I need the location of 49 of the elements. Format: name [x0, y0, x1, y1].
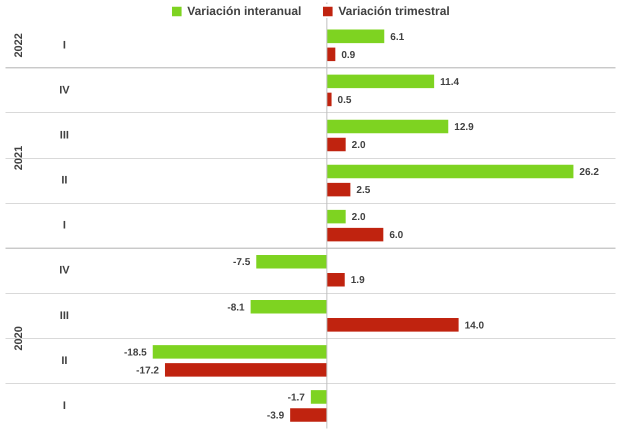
y-tick-label: I [62, 400, 66, 412]
bar [326, 74, 434, 88]
y-tick-label: I [62, 220, 66, 232]
data-label: -3.9 [266, 410, 285, 422]
bar [326, 182, 350, 196]
bar [326, 138, 346, 152]
legend-label: Variación interanual [187, 4, 302, 18]
data-label: -18.5 [124, 347, 148, 358]
y-tick-label: II [61, 354, 68, 367]
data-label: 14.0 [464, 320, 485, 332]
data-label: 1.9 [350, 275, 366, 286]
data-label: -7.5 [233, 257, 251, 268]
data-label: 0.5 [338, 94, 352, 106]
text: 2020 [13, 326, 26, 351]
data-label: -8.1 [227, 302, 246, 314]
data-label: 26.2 [579, 167, 600, 178]
y-tick-label: II [61, 174, 68, 187]
y-tick-label: III [60, 310, 69, 322]
bar [326, 210, 346, 224]
text: 2021 [13, 146, 26, 170]
data-label: -17.2 [136, 365, 160, 376]
bar [256, 254, 327, 268]
data-label: 0.9 [341, 50, 356, 61]
data-label: 12.9 [454, 122, 474, 133]
bar [310, 390, 327, 404]
legend-label: Variación trimestral [338, 4, 450, 18]
bar [326, 48, 336, 62]
bar [326, 164, 574, 178]
data-label: -1.7 [288, 392, 306, 404]
text: 2022 [13, 33, 26, 58]
bar [164, 363, 327, 377]
bar [326, 228, 384, 242]
bar [250, 300, 327, 314]
data-label: 2.0 [352, 140, 366, 151]
bar [326, 318, 459, 332]
data-label: 2.0 [352, 212, 366, 224]
data-label: 11.4 [440, 76, 460, 88]
bar [326, 272, 345, 286]
bar [290, 408, 327, 422]
data-label: 6.1 [390, 32, 405, 43]
data-label: 2.5 [356, 185, 371, 196]
y-tick-label: I [62, 39, 66, 52]
bar [152, 345, 327, 359]
bar [326, 30, 384, 44]
y-tick-label: III [60, 129, 69, 142]
bar [326, 120, 448, 134]
y-tick-label: IV [59, 264, 70, 277]
y-tick-label: IV [59, 84, 70, 96]
data-label: 6.0 [389, 230, 404, 242]
